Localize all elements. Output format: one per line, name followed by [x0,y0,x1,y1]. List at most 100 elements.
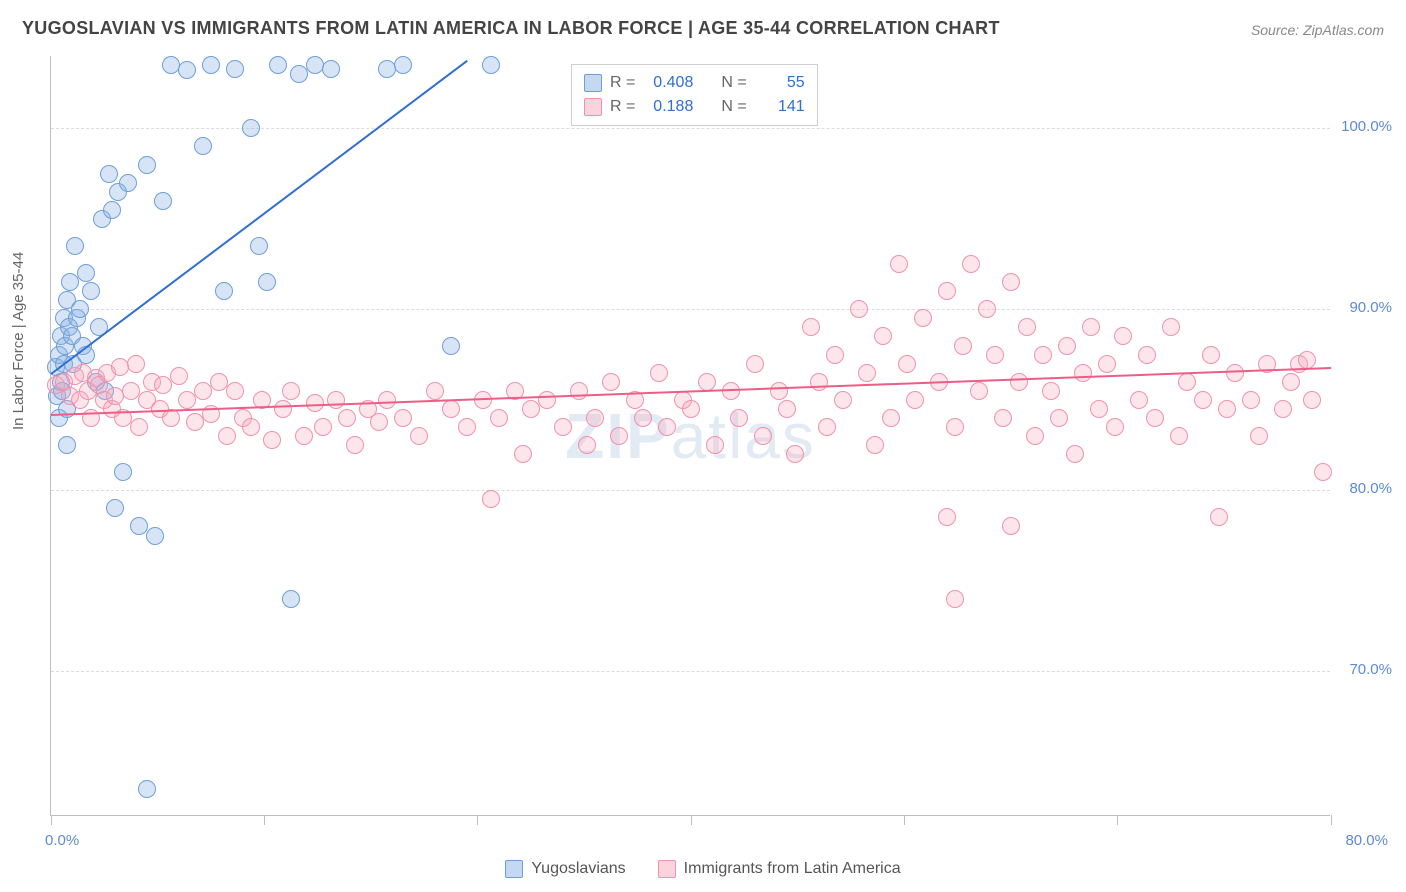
swatch-icon [505,860,523,878]
x-tick [904,815,905,825]
data-point [426,382,444,400]
x-tick-label: 80.0% [1345,832,1388,849]
data-point [138,156,156,174]
data-point [146,527,164,545]
data-point [1282,373,1300,391]
data-point [1162,318,1180,336]
data-point [119,174,137,192]
data-point [71,300,89,318]
data-point [746,355,764,373]
data-point [378,391,396,409]
data-point [100,165,118,183]
data-point [890,255,908,273]
data-point [946,590,964,608]
data-point [826,346,844,364]
data-point [898,355,916,373]
legend-bottom: Yugoslavians Immigrants from Latin Ameri… [0,860,1406,878]
x-tick-label: 0.0% [45,832,79,849]
data-point [1298,351,1316,369]
data-point [490,409,508,427]
data-point [226,382,244,400]
data-point [1218,400,1236,418]
data-point [130,418,148,436]
data-point [394,56,412,74]
data-point [1314,463,1332,481]
data-point [282,382,300,400]
data-point [66,237,84,255]
data-point [1002,273,1020,291]
data-point [314,418,332,436]
data-point [730,409,748,427]
n-value: 55 [755,71,805,95]
data-point [538,391,556,409]
legend-label: Immigrants from Latin America [684,860,901,878]
data-point [906,391,924,409]
data-point [754,427,772,445]
data-point [1130,391,1148,409]
r-label: R = [610,95,635,119]
data-point [1303,391,1321,409]
data-point [1242,391,1260,409]
chart-title: YUGOSLAVIAN VS IMMIGRANTS FROM LATIN AME… [22,18,1000,39]
swatch-icon [584,98,602,116]
data-point [1138,346,1156,364]
data-point [962,255,980,273]
x-tick [1331,815,1332,825]
data-point [1034,346,1052,364]
data-point [178,391,196,409]
n-label: N = [721,71,746,95]
data-point [658,418,676,436]
data-point [778,400,796,418]
data-point [170,367,188,385]
data-point [77,264,95,282]
x-tick [264,815,265,825]
source-label: Source: ZipAtlas.com [1251,22,1384,38]
data-point [610,427,628,445]
data-point [103,201,121,219]
data-point [274,400,292,418]
data-point [154,376,172,394]
data-point [1090,400,1108,418]
y-tick-label: 70.0% [1349,661,1392,678]
data-point [338,409,356,427]
data-point [226,60,244,78]
data-point [1146,409,1164,427]
data-point [1210,508,1228,526]
data-point [1026,427,1044,445]
data-point [578,436,596,454]
data-point [978,300,996,318]
data-point [682,400,700,418]
data-point [290,65,308,83]
gridline [51,671,1330,672]
data-point [802,318,820,336]
data-point [866,436,884,454]
data-point [58,436,76,454]
data-point [1170,427,1188,445]
data-point [986,346,1004,364]
y-tick-label: 90.0% [1349,299,1392,316]
data-point [1018,318,1036,336]
data-point [138,780,156,798]
r-value: 0.408 [643,71,693,95]
data-point [850,300,868,318]
data-point [706,436,724,454]
data-point [818,418,836,436]
data-point [1106,418,1124,436]
data-point [82,282,100,300]
data-point [698,373,716,391]
data-point [218,427,236,445]
data-point [970,382,988,400]
data-point [154,192,172,210]
data-point [269,56,287,74]
data-point [263,431,281,449]
data-point [786,445,804,463]
data-point [322,60,340,78]
swatch-icon [658,860,676,878]
data-point [458,418,476,436]
plot-area: ZIPatlas R = 0.408 N = 55 R = 0.188 N = … [50,56,1330,816]
data-point [914,309,932,327]
data-point [554,418,572,436]
data-point [242,119,260,137]
data-point [295,427,313,445]
data-point [954,337,972,355]
